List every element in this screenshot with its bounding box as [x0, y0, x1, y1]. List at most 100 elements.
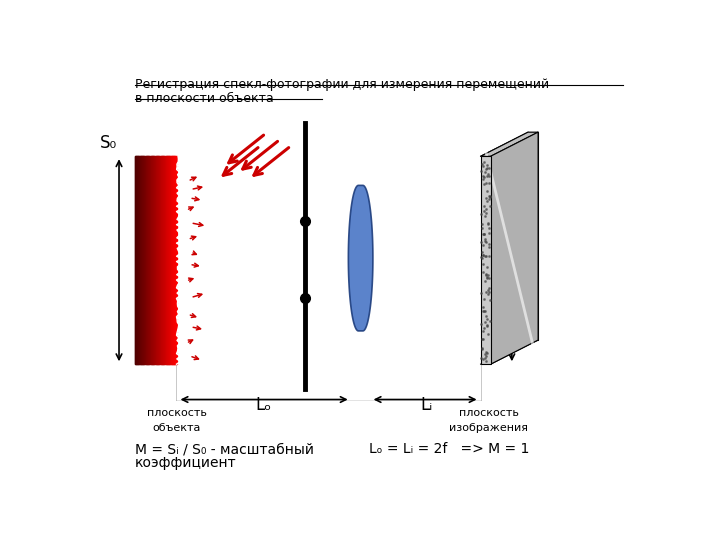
Point [481, 171, 492, 180]
Polygon shape [176, 212, 202, 214]
Bar [171, 156, 172, 364]
Point [476, 344, 487, 353]
Polygon shape [177, 164, 199, 167]
Point [482, 164, 493, 172]
Bar [155, 156, 156, 364]
Point [483, 288, 495, 296]
Point [477, 230, 488, 238]
Polygon shape [178, 175, 202, 177]
Bar [481, 156, 490, 364]
Polygon shape [177, 291, 202, 293]
Point [479, 276, 490, 285]
Point [477, 241, 489, 249]
Polygon shape [177, 264, 203, 267]
Point [477, 162, 489, 171]
Point [483, 274, 495, 282]
Polygon shape [177, 219, 204, 222]
Bar [136, 156, 138, 364]
Point [477, 248, 488, 256]
Polygon shape [177, 359, 202, 362]
Point [483, 252, 495, 260]
Bar [152, 156, 153, 364]
Polygon shape [490, 132, 538, 364]
Polygon shape [176, 225, 204, 227]
Bar [145, 156, 146, 364]
Point [477, 355, 489, 363]
Polygon shape [176, 280, 202, 282]
Point [477, 327, 489, 336]
Point [478, 230, 490, 238]
Point [480, 357, 492, 366]
Bar [153, 156, 155, 364]
Point [477, 307, 489, 316]
Bar [161, 156, 162, 364]
Point [480, 209, 492, 218]
Polygon shape [177, 238, 204, 240]
Polygon shape [177, 161, 201, 164]
Polygon shape [176, 354, 202, 356]
Polygon shape [176, 254, 202, 256]
Point [475, 238, 487, 246]
Polygon shape [176, 288, 202, 291]
Polygon shape [177, 191, 203, 193]
Polygon shape [176, 351, 200, 354]
Bar [167, 156, 168, 364]
Text: объекта: объекта [153, 423, 201, 433]
Bar [171, 156, 173, 364]
Bar [175, 156, 176, 364]
Polygon shape [176, 362, 202, 364]
Bar [148, 156, 150, 364]
Polygon shape [177, 177, 202, 180]
Polygon shape [177, 330, 200, 333]
Point [476, 320, 487, 328]
Polygon shape [176, 278, 204, 280]
Point [481, 314, 492, 323]
Bar [164, 156, 166, 364]
Text: плоскость: плоскость [459, 408, 519, 418]
Point [481, 320, 492, 329]
Polygon shape [179, 233, 202, 235]
Polygon shape [177, 246, 204, 248]
Point [481, 193, 492, 202]
Point [477, 267, 489, 276]
Point [479, 237, 490, 245]
Bar [150, 156, 152, 364]
Polygon shape [177, 183, 201, 185]
Bar [138, 156, 140, 364]
Bar [140, 156, 141, 364]
Polygon shape [177, 293, 202, 296]
Point [478, 324, 490, 333]
Point [480, 204, 492, 213]
Point [477, 175, 488, 184]
Point [480, 238, 492, 246]
Polygon shape [177, 235, 202, 238]
Polygon shape [177, 341, 202, 343]
Point [481, 321, 492, 330]
Point [479, 158, 490, 167]
Bar [144, 156, 145, 364]
Polygon shape [177, 248, 201, 251]
Point [484, 284, 495, 293]
Point [476, 167, 487, 176]
Polygon shape [176, 299, 200, 301]
Polygon shape [177, 201, 202, 204]
Text: M = Sᵢ / S₀ - масштабный: M = Sᵢ / S₀ - масштабный [135, 442, 314, 456]
Point [481, 161, 492, 170]
Text: Lᵢ: Lᵢ [420, 396, 432, 414]
Point [480, 270, 492, 279]
Point [481, 272, 492, 281]
Point [477, 251, 489, 260]
Point [483, 164, 495, 173]
Point [480, 352, 492, 360]
Point [483, 192, 495, 200]
Point [482, 290, 494, 299]
Text: Регистрация спекл-фотографии для измерения перемещений: Регистрация спекл-фотографии для измерен… [135, 78, 549, 91]
Polygon shape [178, 348, 200, 351]
Point [480, 165, 491, 173]
Polygon shape [178, 172, 202, 175]
Point [484, 295, 495, 304]
Polygon shape [176, 206, 204, 209]
Polygon shape [177, 193, 202, 196]
Point [478, 202, 490, 211]
Point [485, 193, 496, 201]
